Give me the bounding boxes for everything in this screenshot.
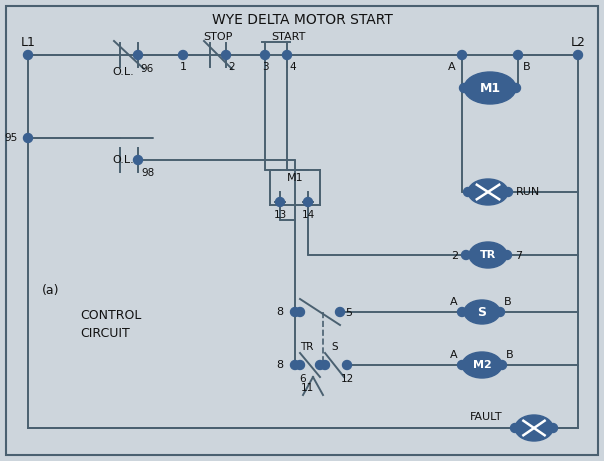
Circle shape: [457, 361, 466, 370]
Text: (a): (a): [42, 284, 60, 296]
Circle shape: [335, 307, 344, 317]
Circle shape: [510, 424, 519, 432]
Text: S: S: [478, 306, 486, 319]
Text: 8: 8: [276, 307, 283, 317]
Circle shape: [275, 197, 284, 207]
Circle shape: [291, 307, 300, 317]
Text: START: START: [271, 32, 305, 42]
Text: L2: L2: [571, 35, 585, 48]
Text: S: S: [332, 342, 338, 352]
Text: O.L.: O.L.: [112, 155, 134, 165]
Circle shape: [133, 155, 143, 165]
Circle shape: [24, 134, 33, 142]
Circle shape: [463, 188, 472, 196]
Text: L1: L1: [21, 35, 36, 48]
Ellipse shape: [469, 242, 507, 268]
Circle shape: [503, 250, 512, 260]
Text: 11: 11: [300, 383, 313, 393]
Circle shape: [457, 51, 466, 59]
Circle shape: [460, 83, 469, 93]
Circle shape: [574, 51, 582, 59]
Ellipse shape: [468, 179, 508, 205]
Circle shape: [303, 197, 312, 207]
Text: M1: M1: [480, 82, 501, 95]
Text: B: B: [523, 62, 531, 72]
Circle shape: [133, 51, 143, 59]
Circle shape: [513, 51, 522, 59]
Circle shape: [461, 250, 471, 260]
Circle shape: [24, 51, 33, 59]
Ellipse shape: [464, 300, 500, 324]
Circle shape: [342, 361, 352, 370]
Circle shape: [295, 307, 304, 317]
Text: M2: M2: [472, 360, 492, 370]
Text: A: A: [448, 62, 456, 72]
Circle shape: [504, 188, 513, 196]
Text: 13: 13: [274, 210, 287, 220]
Text: 98: 98: [141, 168, 154, 178]
Text: 96: 96: [140, 64, 153, 74]
Text: 95: 95: [5, 133, 18, 143]
Text: 12: 12: [341, 374, 353, 384]
Text: 5: 5: [345, 308, 352, 318]
Circle shape: [498, 361, 507, 370]
Circle shape: [548, 424, 557, 432]
Circle shape: [295, 361, 304, 370]
Text: A: A: [450, 297, 458, 307]
Text: 3: 3: [262, 62, 268, 72]
Circle shape: [315, 361, 324, 370]
Text: STOP: STOP: [204, 32, 233, 42]
Circle shape: [457, 307, 466, 317]
Circle shape: [495, 307, 504, 317]
Text: 2: 2: [228, 62, 234, 72]
Ellipse shape: [515, 415, 553, 441]
Text: O.L.: O.L.: [112, 67, 134, 77]
Text: M1: M1: [287, 173, 303, 183]
Circle shape: [260, 51, 269, 59]
Text: WYE DELTA MOTOR START: WYE DELTA MOTOR START: [211, 13, 393, 27]
Circle shape: [291, 361, 300, 370]
Circle shape: [222, 51, 231, 59]
Text: B: B: [504, 297, 512, 307]
Text: 8: 8: [276, 360, 283, 370]
Text: 4: 4: [289, 62, 295, 72]
Circle shape: [179, 51, 187, 59]
Circle shape: [283, 51, 292, 59]
Text: TR: TR: [300, 342, 313, 352]
Text: B: B: [506, 350, 514, 360]
Text: FAULT: FAULT: [470, 412, 503, 422]
Text: RUN: RUN: [516, 187, 540, 197]
Text: 2: 2: [451, 251, 458, 261]
Circle shape: [321, 361, 330, 370]
Text: TR: TR: [480, 250, 496, 260]
Ellipse shape: [464, 72, 516, 104]
Text: CIRCUIT: CIRCUIT: [80, 326, 130, 339]
Circle shape: [512, 83, 521, 93]
Text: A: A: [450, 350, 458, 360]
Text: 14: 14: [301, 210, 315, 220]
Text: 6: 6: [300, 374, 306, 384]
Ellipse shape: [462, 352, 502, 378]
Text: CONTROL: CONTROL: [80, 308, 141, 321]
Text: 1: 1: [179, 62, 187, 72]
Text: 7: 7: [515, 251, 522, 261]
